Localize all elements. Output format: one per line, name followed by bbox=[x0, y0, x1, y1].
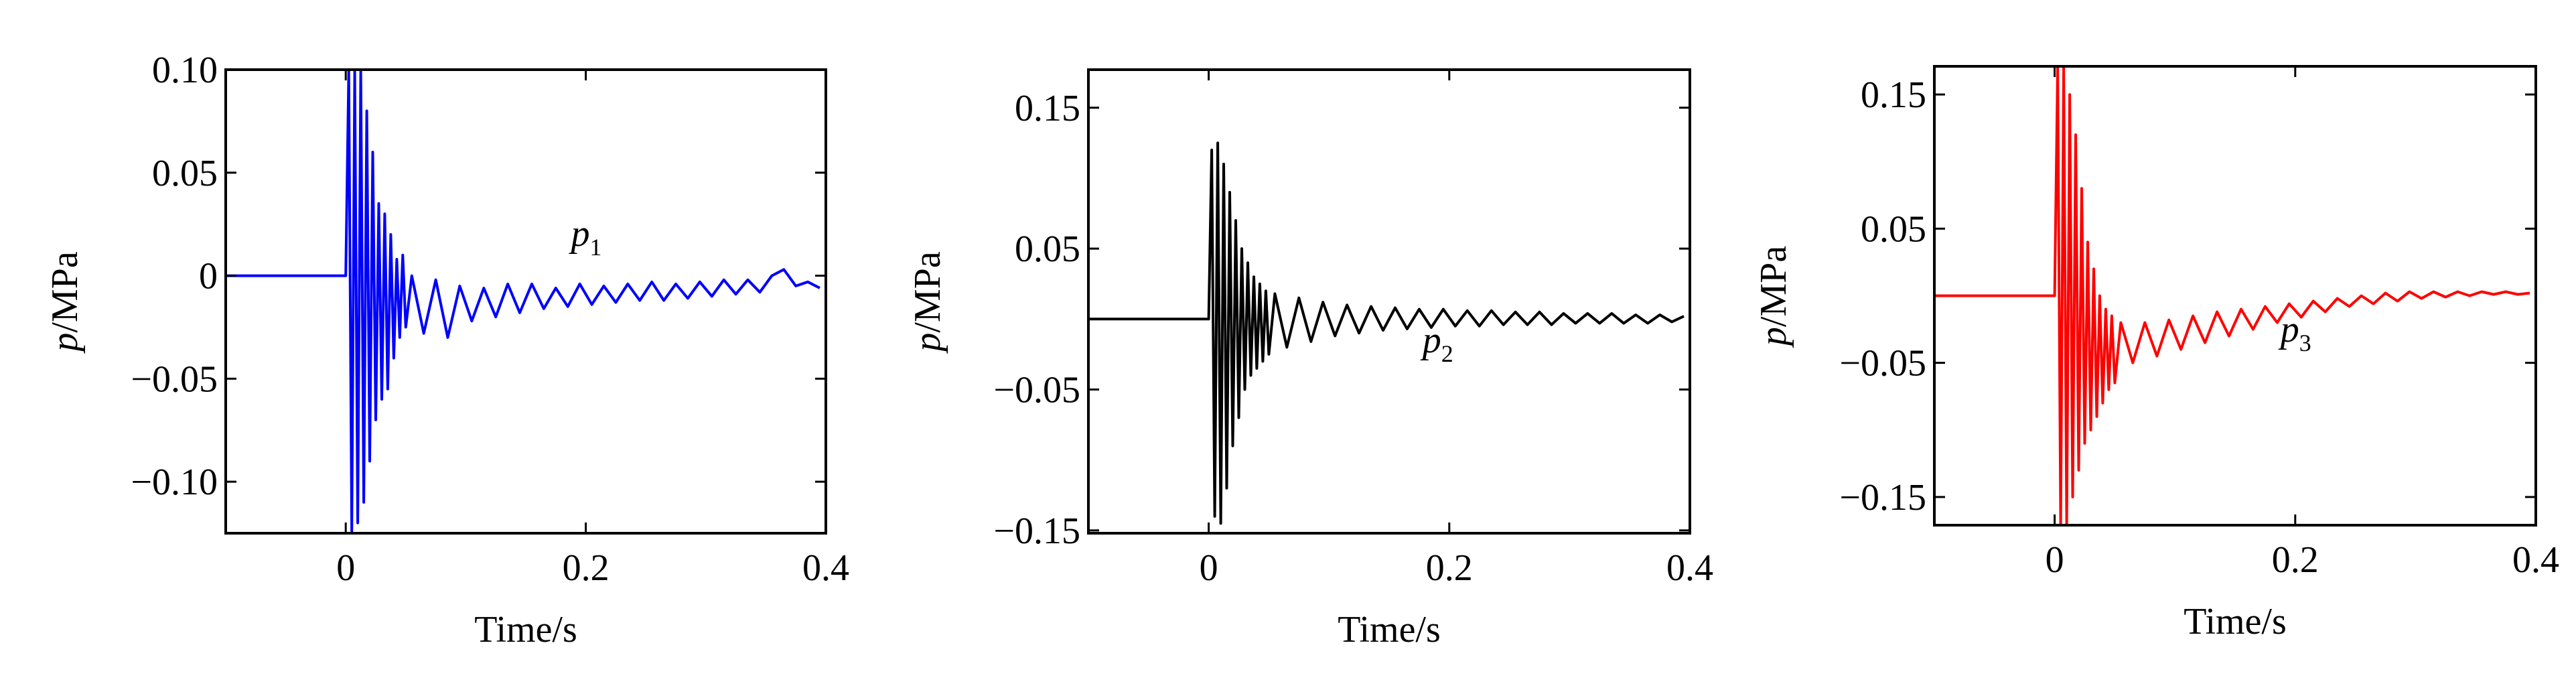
x-tick-label: 0.4 bbox=[2512, 539, 2559, 581]
y-axis-label: p/MPa bbox=[1753, 246, 1794, 348]
y-label-unit: /MPa bbox=[907, 251, 948, 332]
annotation-symbol: p bbox=[1420, 320, 1441, 361]
y-tick-label: −0.05 bbox=[131, 358, 218, 400]
signal-line bbox=[226, 68, 820, 533]
y-tick-label: −0.15 bbox=[993, 510, 1080, 552]
plot-frame bbox=[224, 68, 827, 535]
annotation-symbol: p bbox=[2278, 309, 2299, 350]
y-label-symbol: p bbox=[1753, 327, 1794, 348]
x-tick-label: 0.2 bbox=[1426, 547, 1473, 589]
x-tick-label: 0.2 bbox=[563, 547, 610, 589]
x-tick-label: 0 bbox=[1200, 547, 1218, 589]
y-tick-label: −0.05 bbox=[993, 369, 1080, 411]
y-tick-label: −0.15 bbox=[1839, 477, 1926, 518]
x-tick-label: 0.2 bbox=[2272, 539, 2319, 581]
y-tick-label: 0.15 bbox=[1015, 88, 1080, 129]
x-axis-label: Time/s bbox=[2184, 601, 2287, 642]
y-label-unit: /MPa bbox=[1753, 246, 1794, 327]
y-label-unit: /MPa bbox=[44, 251, 86, 332]
annotation-subscript: 2 bbox=[1441, 340, 1453, 367]
x-axis-label: Time/s bbox=[1338, 609, 1441, 650]
y-tick-label: 0.15 bbox=[1861, 74, 1926, 116]
y-tick-label: 0.10 bbox=[152, 50, 218, 91]
annotation: p3 bbox=[2278, 309, 2311, 356]
y-tick-label: −0.05 bbox=[1839, 343, 1926, 385]
y-tick-label: 0.05 bbox=[1015, 228, 1080, 270]
x-axis-label: Time/s bbox=[474, 609, 577, 650]
y-axis-label: p/MPa bbox=[907, 251, 948, 354]
x-tick-label: 0 bbox=[336, 547, 355, 589]
y-label-symbol: p bbox=[44, 333, 86, 354]
annotation: p2 bbox=[1420, 320, 1453, 367]
plot-frame bbox=[1933, 65, 2537, 527]
plot-frame bbox=[1087, 68, 1691, 535]
y-tick-label: 0.05 bbox=[152, 153, 218, 194]
y-axis-label: p/MPa bbox=[44, 251, 86, 354]
x-tick-label: 0.4 bbox=[802, 547, 849, 589]
y-tick-label: 0.05 bbox=[1861, 208, 1926, 250]
signal-line bbox=[1934, 66, 2530, 525]
annotation-subscript: 3 bbox=[2299, 330, 2311, 356]
x-tick-label: 0.4 bbox=[1666, 547, 1713, 589]
annotation-subscript: 1 bbox=[590, 234, 602, 261]
y-tick-label: −0.10 bbox=[131, 462, 218, 503]
annotation: p1 bbox=[569, 213, 602, 261]
signal-line bbox=[1088, 141, 1685, 525]
y-label-symbol: p bbox=[907, 333, 948, 354]
y-tick-label: 0 bbox=[199, 256, 218, 297]
annotation-symbol: p bbox=[569, 213, 590, 255]
x-tick-label: 0 bbox=[2046, 539, 2064, 581]
